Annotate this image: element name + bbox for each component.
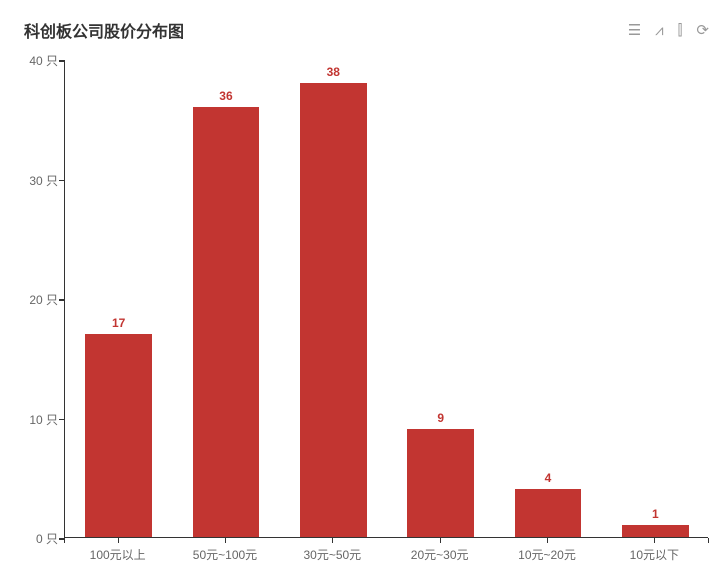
bar-value-label: 9 xyxy=(407,411,474,425)
bar-value-label: 1 xyxy=(622,507,689,521)
x-axis-label: 30元~50元 xyxy=(303,546,361,563)
bar-value-label: 17 xyxy=(85,316,152,330)
x-tick-mark xyxy=(118,538,119,543)
chart-header: 科创板公司股价分布图 ☰ ⩘ ⫿ ⟳ xyxy=(0,0,725,48)
bar-value-label: 4 xyxy=(515,471,582,485)
refresh-icon[interactable]: ⟳ xyxy=(696,23,709,38)
bar[interactable]: 4 xyxy=(515,489,582,537)
y-axis-tick: 30 只 xyxy=(0,172,58,189)
x-axis-label: 50元~100元 xyxy=(193,546,257,563)
bar-value-label: 36 xyxy=(193,89,260,103)
x-axis-label: 10元~20元 xyxy=(518,546,576,563)
x-tick-mark xyxy=(547,538,548,543)
bar-chart-icon[interactable]: ⫿ xyxy=(678,23,683,38)
x-tick-mark xyxy=(332,538,333,543)
data-view-icon[interactable]: ☰ xyxy=(628,23,641,38)
bar-value-label: 38 xyxy=(300,65,367,79)
y-axis-tick: 0 只 xyxy=(0,530,58,547)
chart-area: 173638941 0 只10 只20 只30 只40 只100元以上50元~1… xyxy=(0,48,725,578)
x-tick-mark xyxy=(225,538,226,543)
bar[interactable]: 36 xyxy=(193,107,260,537)
x-axis-label: 20元~30元 xyxy=(411,546,469,563)
y-axis-tick: 20 只 xyxy=(0,291,58,308)
x-tick-mark xyxy=(654,538,655,543)
plot-region: 173638941 xyxy=(64,60,708,538)
x-tick-mark xyxy=(64,538,65,543)
x-axis-label: 10元以下 xyxy=(630,546,679,563)
x-axis-label: 100元以上 xyxy=(90,546,146,563)
chart-toolbar: ☰ ⩘ ⫿ ⟳ xyxy=(628,23,709,38)
bar[interactable]: 38 xyxy=(300,83,367,537)
bar[interactable]: 1 xyxy=(622,525,689,537)
bar[interactable]: 17 xyxy=(85,334,152,537)
bar[interactable]: 9 xyxy=(407,429,474,537)
y-axis-tick: 10 只 xyxy=(0,411,58,428)
line-chart-icon[interactable]: ⩘ xyxy=(655,23,663,38)
x-tick-mark xyxy=(440,538,441,543)
x-tick-mark xyxy=(708,538,709,543)
y-axis-tick: 40 只 xyxy=(0,52,58,69)
chart-title: 科创板公司股价分布图 xyxy=(24,18,184,42)
